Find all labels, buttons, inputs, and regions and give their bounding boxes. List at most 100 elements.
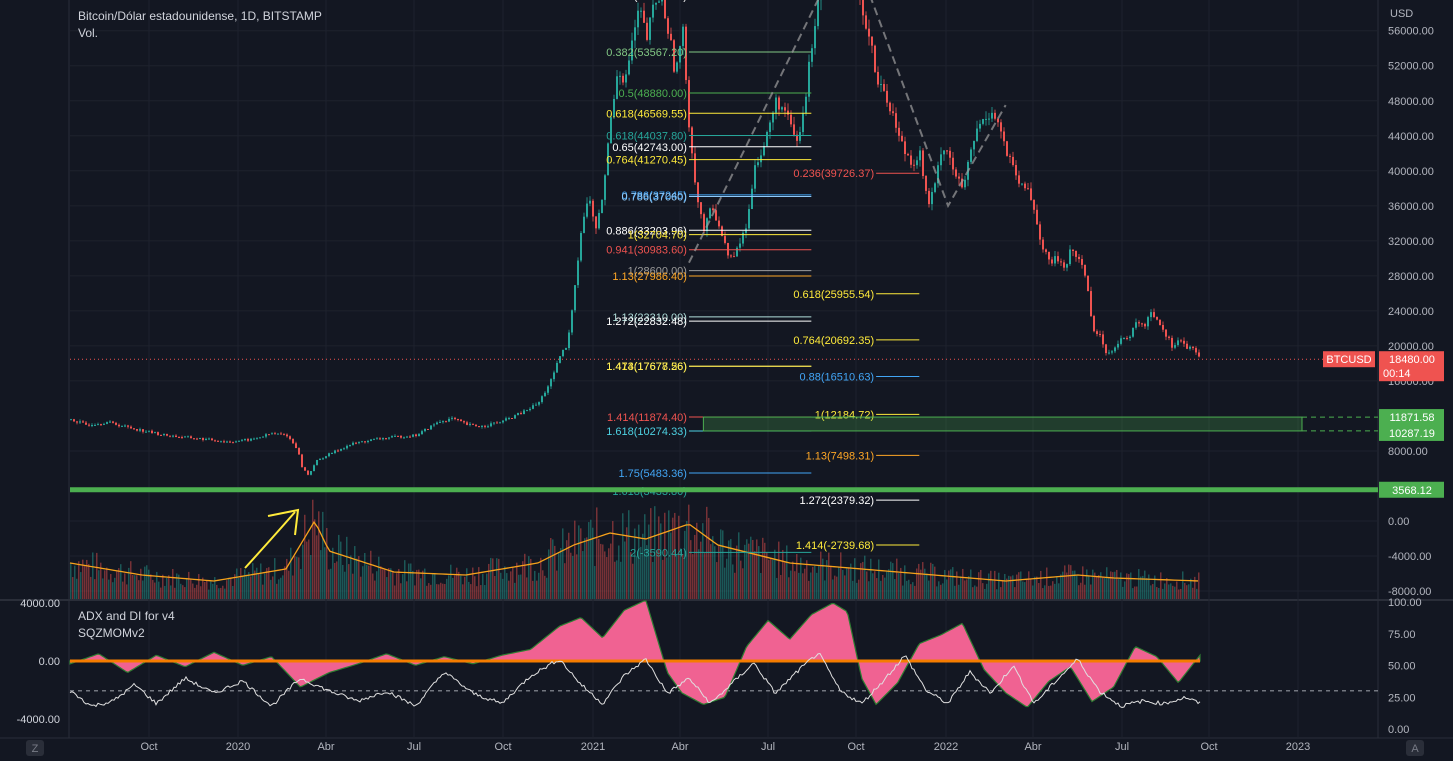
volume-bar [386,577,388,599]
indicator-right-tick: 0.00 [1388,724,1409,736]
candle-body [520,413,522,415]
candle-body [997,118,999,123]
candle-body [70,419,72,421]
candle-body [295,443,297,449]
candle-body [433,424,435,426]
volume-bar [602,544,604,599]
volume-bar [796,554,798,599]
volume-bar [350,555,352,599]
candle-body [598,212,600,229]
volume-bar [960,576,962,599]
candle-body [805,96,807,113]
volume-bar [754,551,756,599]
volume-bar [238,577,240,599]
volume-bar [1040,570,1042,599]
candle-body [154,432,156,434]
volume-bar [270,579,272,599]
fib-label: 1(28600.00) [628,266,687,278]
volume-bar [1120,572,1122,599]
candle-body [544,392,546,397]
fib-label: 0.941(30983.60) [606,245,687,257]
candle-body [943,150,945,155]
volume-bar [172,568,174,599]
candle-body [1165,329,1167,337]
candle-body [502,420,504,423]
y-tick-label: 0.00 [1388,516,1409,528]
indicator-right-tick: 50.00 [1388,661,1416,673]
volume-bar [114,577,116,599]
volume-bar [1172,585,1174,599]
candle-body [151,430,153,434]
volume-bar [86,559,88,599]
candle-body [355,442,357,444]
candle-body [571,310,573,333]
volume-bar [566,540,568,599]
volume-bar [352,573,354,599]
candle-body [367,440,369,443]
volume-bar [196,584,198,599]
candle-body [1066,264,1068,268]
volume-bar [988,573,990,599]
volume-bar [152,579,154,599]
volume-bar [584,538,586,599]
volume-bar [586,537,588,599]
candle-body [562,349,564,357]
candle-body [1147,317,1149,327]
volume-bar [626,527,628,599]
candle-body [655,2,657,5]
candle-body [379,438,381,440]
volume-bar [280,577,282,599]
fib-label: 1.272(22832.48) [606,316,687,328]
fib-label: 0.764(20692.35) [793,335,874,347]
volume-bar [380,566,382,599]
volume-bar [930,562,932,599]
y-tick-label: 28000.00 [1388,271,1434,283]
volume-bar [1128,574,1130,599]
volume-bar [548,549,550,599]
volume-bar [918,563,920,599]
candle-body [85,422,87,425]
volume-bar [560,548,562,599]
volume-bar [1002,580,1004,599]
volume-bar [1016,574,1018,599]
volume-bar [382,569,384,599]
volume-bar [738,532,740,599]
volume-bar [746,539,748,599]
volume-bar [810,572,812,599]
candle-body [1150,312,1152,318]
volume-bar [420,578,422,599]
volume-bar [102,578,104,599]
volume-bar [84,565,86,599]
candle-body [919,150,921,161]
x-tick-label: Abr [671,741,688,753]
candle-body [913,164,915,166]
candle-body [649,17,651,40]
volume-bar [460,575,462,599]
volume-bar [204,581,206,599]
candle-body [604,175,606,200]
last-price-label: 18480.00 [1389,354,1435,366]
volume-bar [1006,578,1008,599]
volume-bar [290,547,292,599]
candle-body [505,418,507,421]
volume-bar [190,579,192,599]
candle-body [694,153,696,183]
fib-label: 1.618(10274.33) [606,426,687,438]
candle-body [1081,259,1083,265]
volume-bar [1136,586,1138,599]
candle-body [769,122,771,132]
candle-body [580,232,582,261]
candle-body [730,255,732,257]
x-tick-label: Oct [847,741,864,753]
volume-bar [634,528,636,599]
volume-bar [412,570,414,599]
volume-bar [104,570,106,599]
candle-body [667,18,669,34]
candle-body [247,439,249,441]
volume-bar [942,583,944,599]
volume-bar [886,571,888,599]
volume-bar [588,522,590,599]
volume-bar [150,574,152,599]
volume-bar [962,568,964,599]
